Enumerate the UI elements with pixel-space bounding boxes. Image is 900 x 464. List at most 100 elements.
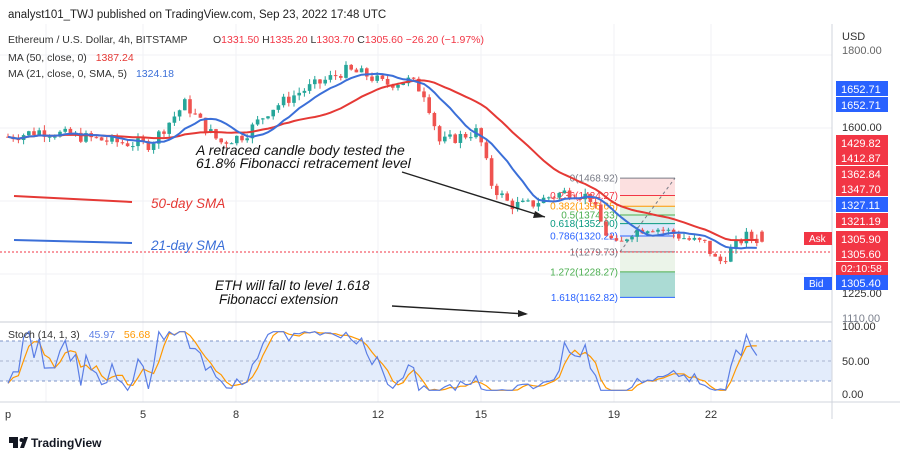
candle-body xyxy=(172,116,177,123)
candle-body xyxy=(245,138,249,141)
ask-label-bg xyxy=(804,232,832,245)
stoch-d-line xyxy=(7,331,757,391)
candle-body xyxy=(411,77,416,79)
stoch-tick-50: 50.00 xyxy=(842,356,870,368)
change-value: −26.20 (−1.97%) xyxy=(406,34,484,46)
candle-body xyxy=(380,75,385,79)
candle-body xyxy=(729,248,733,262)
bid-label: Bid xyxy=(809,279,823,290)
candle-body xyxy=(677,234,681,239)
candle-body xyxy=(110,136,114,142)
candle-body xyxy=(417,78,421,92)
candle-body xyxy=(718,256,723,262)
candle-body xyxy=(484,142,489,159)
price-label-text: 1305.40 xyxy=(841,278,881,290)
candle-body xyxy=(354,69,359,73)
price-label-text: 1347.70 xyxy=(841,184,881,196)
candle-body xyxy=(318,79,322,84)
candle-body xyxy=(287,96,291,103)
ma50-legend-label: MA (50, close, 0) xyxy=(8,52,87,64)
annotations: A retraced candle body tested the 61.8% … xyxy=(13,142,546,317)
candle-body xyxy=(292,95,296,103)
candle-body xyxy=(131,146,135,148)
candle-body xyxy=(84,133,88,142)
candle-body xyxy=(333,75,338,77)
arrow-retrace xyxy=(401,171,546,218)
open-value: 1331.50 xyxy=(221,34,259,46)
candle-body xyxy=(453,134,457,143)
arrow-fall-head xyxy=(518,310,528,317)
candle-body xyxy=(323,79,327,84)
time-tick: 8 xyxy=(233,409,239,421)
sma21-legend-line xyxy=(13,239,133,244)
stoch-k-line xyxy=(7,330,758,392)
price-axis[interactable]: USD 1800.00 1600.00 1225.00 1110.00 1652… xyxy=(831,24,900,419)
candle-body xyxy=(630,236,634,240)
candle-body xyxy=(313,79,317,85)
price-label-chip xyxy=(836,135,888,150)
ohlc-readout: O1331.50 H1335.20 L1303.70 C1305.60 −26.… xyxy=(213,34,484,46)
candle-body xyxy=(567,190,572,198)
sma50-legend-line xyxy=(13,195,133,203)
candle-body xyxy=(115,136,119,143)
fib-zone-3 xyxy=(620,214,675,224)
candle-body xyxy=(255,119,260,125)
candle-body xyxy=(552,197,556,199)
fib-label-0.382: 0.382(1396.65) xyxy=(550,202,618,213)
candle-body xyxy=(692,237,697,240)
candle-body xyxy=(443,136,447,142)
candle-body xyxy=(682,238,686,240)
candle-body xyxy=(713,253,717,257)
ma21-line xyxy=(7,72,757,250)
candle-body xyxy=(385,78,390,85)
candle-body xyxy=(359,68,364,73)
ask-chip: Ask xyxy=(804,232,832,245)
stoch-k-value: 45.97 xyxy=(89,329,115,341)
candle-body xyxy=(302,90,307,93)
candle-body xyxy=(619,240,624,242)
candle-body xyxy=(651,231,655,233)
candle-body xyxy=(505,193,509,201)
candle-body xyxy=(661,229,665,231)
ask-price-chip xyxy=(836,231,888,246)
time-tick: 12 xyxy=(372,409,384,421)
candle-body xyxy=(588,193,593,202)
candle-body xyxy=(666,229,671,231)
candle-body xyxy=(458,133,463,143)
candle-body xyxy=(448,134,452,137)
candle-body xyxy=(599,204,603,222)
candle-body xyxy=(344,64,348,78)
price-label-text: 1327.11 xyxy=(841,200,880,212)
annotation-sma21: 21-day SMA xyxy=(150,238,225,253)
candle-body xyxy=(547,197,551,199)
candle-body xyxy=(625,239,629,242)
time-axis[interactable]: p 5 8 12 15 19 22 xyxy=(0,401,900,421)
stoch-legend: Stoch (14, 1, 3) 45.97 56.68 xyxy=(8,329,150,341)
arrow-fall xyxy=(391,305,527,315)
price-label-chip xyxy=(836,213,888,228)
footer: TradingView xyxy=(9,436,102,450)
price-labels: 1652.71 1652.71 1429.82 1412.87 1362.84 1347.… xyxy=(836,81,888,290)
ma21-legend-value: 1324.18 xyxy=(136,68,174,80)
high-value: 1335.20 xyxy=(270,34,308,46)
candle-body-last xyxy=(760,231,764,242)
candle-body xyxy=(489,158,494,186)
candle-body xyxy=(229,143,234,145)
price-label-chip xyxy=(836,181,888,196)
candle-body xyxy=(708,240,712,254)
fib-zone-7 xyxy=(620,271,675,298)
footer-brand: TradingView xyxy=(31,436,102,450)
candle-body xyxy=(635,229,639,237)
price-label-text: 1321.19 xyxy=(841,216,881,228)
fib-label-1.618: 1.618(1162.82) xyxy=(551,293,618,304)
candle-body xyxy=(240,135,244,141)
candle-body xyxy=(422,91,426,98)
countdown: 02:10:58 xyxy=(841,263,882,275)
candle-body xyxy=(99,137,104,141)
candle-body xyxy=(27,131,31,136)
candle-body xyxy=(391,84,395,88)
candle-body xyxy=(105,140,109,142)
candle-body xyxy=(510,200,515,210)
candle-body xyxy=(521,200,525,202)
price-tick-partial: 1110.00 xyxy=(842,313,880,325)
